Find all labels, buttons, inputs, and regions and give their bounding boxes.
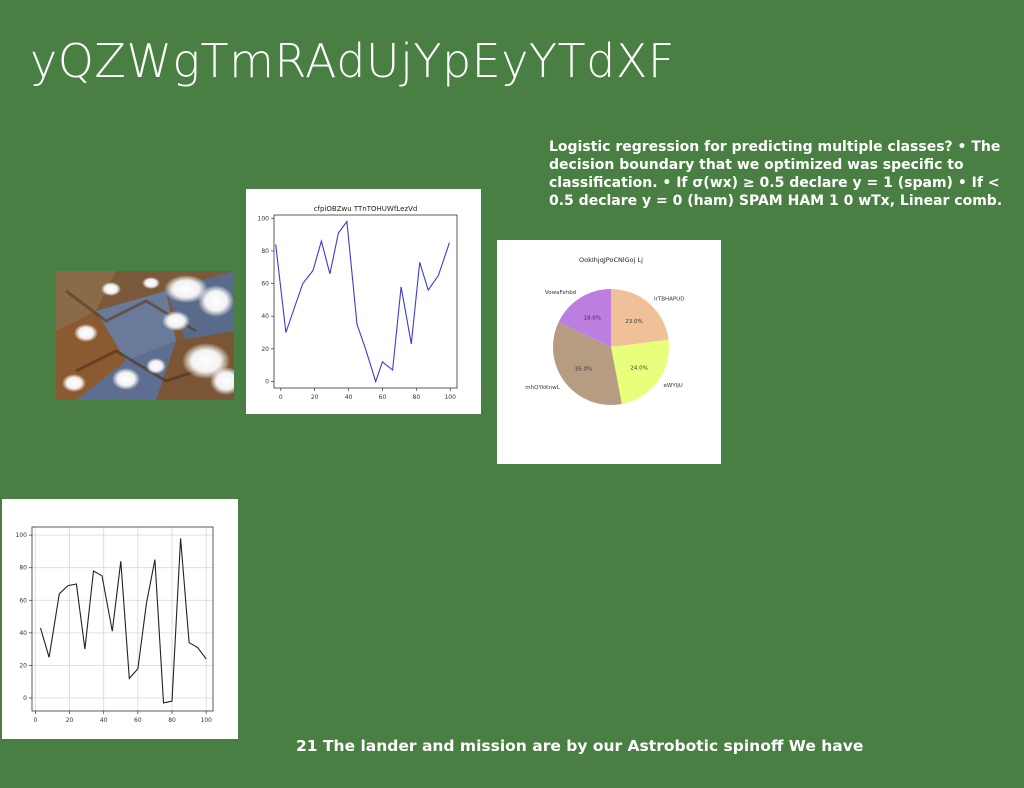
y-tick-label: 20: [261, 346, 269, 353]
y-tick-label: 80: [19, 565, 27, 572]
y-tick-label: 80: [261, 248, 269, 255]
plot-frame: [273, 214, 458, 389]
pie-category-label: eWYljU: [664, 383, 683, 389]
y-tick-label: 20: [19, 662, 27, 669]
y-tick-label: 0: [265, 378, 269, 385]
y-tick-label: 0: [23, 695, 27, 702]
pie-value-label: 24.0%: [630, 365, 647, 371]
data-series-line: [39, 538, 207, 704]
y-tick-label: 40: [261, 313, 269, 320]
chart-title: cfpiOBZwu TTnTOHUWfLezVd: [314, 205, 418, 213]
pie-value-label: 18.0%: [584, 316, 601, 322]
x-tick-label: 20: [66, 717, 74, 724]
pie-category-label: VowaFehbd: [545, 290, 576, 296]
y-tick-label: 100: [16, 532, 28, 539]
pie-slice-mhQYkKnwL: [552, 322, 622, 405]
x-tick-label: 80: [413, 394, 421, 401]
pie-category-label: IrTBHAPUD: [654, 296, 685, 302]
pie-value-label: 23.0%: [625, 319, 642, 325]
x-tick-label: 40: [100, 717, 108, 724]
x-tick-label: 40: [345, 394, 353, 401]
y-tick-label: 60: [19, 597, 27, 604]
pie-value-label: 35.0%: [575, 366, 592, 372]
y-tick-label: 100: [258, 215, 270, 222]
x-tick-label: 100: [444, 394, 456, 401]
pie-slice-VowaFehbd: [558, 289, 611, 347]
slide-caption: 21 The lander and mission are by our Ast…: [296, 737, 864, 755]
line-chart-1: 0 20 40 60 80 100 0 20 40 60 80 100 cfpiOBZwu TTnTOH…: [258, 205, 458, 401]
x-tick-label: 80: [168, 717, 176, 724]
plot-frame: [31, 526, 214, 712]
line-chart-panel-1: 0 20 40 60 80 100 0 20 40 60 80 100 cfpiOBZwu TTnTOH…: [246, 189, 481, 414]
x-tick-label: 100: [200, 717, 212, 724]
pie-slice-eWYljU: [611, 339, 669, 404]
slide-title: yQZWgTmRAdUjYpEyYTdXF: [30, 34, 675, 88]
pie-chart-panel: OokIhjqJPoCNlGoj Lj 23.0% IrTBHAPUD 24.0% eW…: [497, 240, 721, 464]
data-series-line: [275, 220, 450, 384]
chart-title: OokIhjqJPoCNlGoj Lj: [579, 256, 643, 264]
y-tick-label: 60: [261, 281, 269, 288]
x-tick-label: 0: [34, 717, 38, 724]
line-chart-panel-2: 0 20 40 60 80 100 0 20 40 60 80 100: [2, 499, 238, 739]
pie-slice-IrTBHAPUD: [611, 289, 669, 347]
x-tick-label: 60: [134, 717, 142, 724]
aerial-cloud-photo: [56, 271, 234, 400]
x-tick-label: 20: [311, 394, 319, 401]
pie-category-label: mhQYkKnwL: [525, 385, 560, 391]
x-tick-label: 0: [279, 394, 283, 401]
line-chart-2: 0 20 40 60 80 100 0 20 40 60 80 100: [16, 526, 214, 724]
slide-body-text: Logistic regression for predicting multi…: [549, 139, 1003, 209]
pie-chart: OokIhjqJPoCNlGoj Lj 23.0% IrTBHAPUD 24.0% eW…: [525, 256, 685, 405]
y-tick-label: 40: [19, 630, 27, 637]
x-tick-label: 60: [379, 394, 387, 401]
